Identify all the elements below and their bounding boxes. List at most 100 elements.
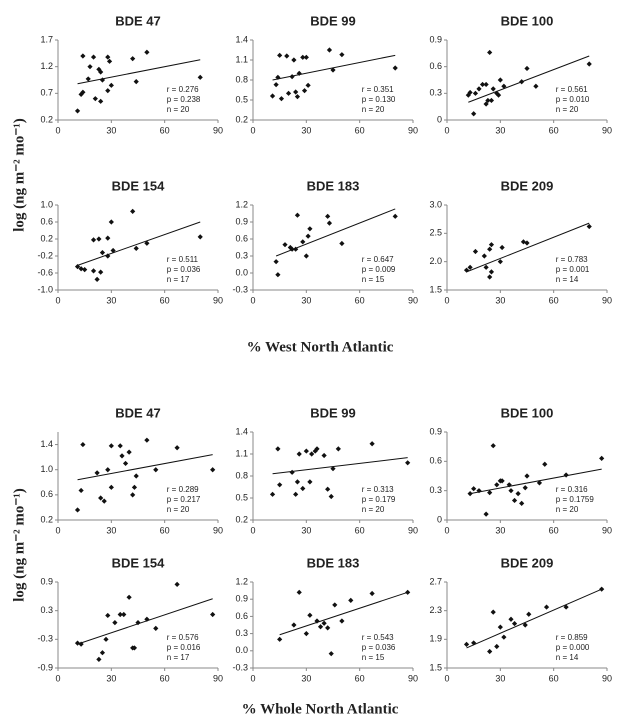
point bbox=[197, 234, 203, 240]
point bbox=[126, 594, 132, 600]
point bbox=[481, 253, 487, 259]
point bbox=[105, 54, 111, 60]
point bbox=[119, 453, 125, 459]
point bbox=[110, 247, 116, 254]
point bbox=[269, 491, 276, 497]
y-tick-label: 0.5 bbox=[235, 94, 248, 104]
point bbox=[314, 618, 320, 624]
y-tick-label: -1.0 bbox=[37, 284, 53, 294]
point bbox=[135, 620, 141, 626]
y-tick-label: 0 bbox=[437, 114, 442, 124]
x-tick-label: 30 bbox=[301, 673, 311, 683]
point bbox=[467, 89, 473, 96]
panel-title: BDE 99 bbox=[310, 405, 356, 420]
stat-annotation: n = 15 bbox=[362, 653, 385, 662]
x-tick-label: 30 bbox=[106, 673, 116, 683]
y-tick-label: 0.2 bbox=[40, 233, 53, 243]
y-tick-label: 1.1 bbox=[235, 448, 248, 458]
x-tick-label: 60 bbox=[549, 525, 559, 535]
y-tick-label: 1.5 bbox=[429, 662, 442, 672]
point bbox=[339, 240, 345, 247]
x-tick-label: 0 bbox=[444, 525, 449, 535]
point bbox=[273, 259, 279, 265]
point bbox=[511, 620, 518, 627]
point bbox=[131, 645, 138, 651]
point bbox=[533, 83, 539, 89]
x-tick-label: 60 bbox=[160, 125, 170, 135]
stat-annotation: p = 0.010 bbox=[556, 95, 590, 104]
point bbox=[269, 93, 276, 99]
point bbox=[74, 640, 81, 646]
y-tick-label: 0.6 bbox=[429, 61, 442, 71]
point bbox=[74, 264, 81, 270]
y-tick-label: -0.3 bbox=[232, 284, 248, 294]
point bbox=[291, 622, 297, 628]
point bbox=[471, 640, 477, 646]
point bbox=[80, 89, 86, 95]
point bbox=[99, 77, 106, 83]
point bbox=[307, 226, 313, 232]
point bbox=[487, 246, 493, 252]
trend-line bbox=[77, 59, 201, 85]
x-tick-label: 90 bbox=[213, 525, 223, 535]
x-tick-label: 90 bbox=[408, 295, 418, 305]
stat-annotation: n = 17 bbox=[167, 653, 190, 662]
point bbox=[490, 443, 496, 449]
stat-annotation: p = 0.009 bbox=[362, 265, 396, 274]
x-tick-label: 30 bbox=[106, 295, 116, 305]
x-tick-label: 0 bbox=[444, 295, 449, 305]
x-tick-label: 0 bbox=[250, 673, 255, 683]
point bbox=[309, 451, 315, 457]
point bbox=[599, 455, 605, 461]
point bbox=[144, 437, 150, 443]
x-tick-label: 0 bbox=[250, 525, 255, 535]
point bbox=[467, 264, 473, 270]
x-tick-label: 0 bbox=[444, 673, 449, 683]
y-tick-label: 0.7 bbox=[40, 88, 53, 98]
point bbox=[472, 90, 479, 96]
point bbox=[108, 219, 114, 225]
x-tick-label: 30 bbox=[301, 125, 311, 135]
trend-line bbox=[468, 55, 590, 103]
point bbox=[487, 49, 493, 56]
x-tick-label: 30 bbox=[495, 125, 505, 135]
point bbox=[174, 581, 180, 587]
stat-annotation: p = 0.130 bbox=[362, 95, 396, 104]
point bbox=[490, 609, 496, 615]
point bbox=[543, 604, 550, 610]
point bbox=[405, 460, 411, 466]
panel-title: BDE 100 bbox=[501, 13, 554, 28]
point bbox=[108, 484, 114, 490]
point bbox=[325, 486, 331, 492]
point bbox=[144, 240, 150, 246]
point bbox=[96, 656, 102, 662]
point bbox=[285, 90, 292, 96]
point bbox=[328, 651, 334, 657]
point bbox=[210, 467, 216, 473]
y-tick-label: 1.7 bbox=[40, 34, 53, 44]
point bbox=[321, 620, 327, 626]
point bbox=[487, 490, 493, 496]
stat-annotation: n = 20 bbox=[167, 105, 190, 114]
panel-title: BDE 183 bbox=[307, 555, 360, 570]
panel-title: BDE 183 bbox=[307, 178, 360, 193]
point bbox=[326, 47, 333, 53]
y-tick-label: -0.2 bbox=[37, 250, 53, 260]
y-tick-label: 1.4 bbox=[40, 439, 53, 449]
point bbox=[301, 88, 308, 94]
x-tick-label: 60 bbox=[549, 125, 559, 135]
point bbox=[487, 274, 493, 280]
y-tick-label: -0.3 bbox=[232, 662, 248, 672]
point bbox=[74, 507, 81, 513]
trend-line bbox=[77, 454, 213, 481]
point bbox=[277, 636, 283, 642]
point bbox=[108, 82, 114, 88]
x-tick-label: 90 bbox=[602, 525, 612, 535]
point bbox=[98, 69, 104, 75]
point bbox=[80, 441, 86, 448]
point bbox=[348, 597, 354, 603]
point bbox=[105, 235, 111, 241]
x-tick-label: 60 bbox=[355, 525, 365, 535]
point bbox=[96, 236, 102, 242]
